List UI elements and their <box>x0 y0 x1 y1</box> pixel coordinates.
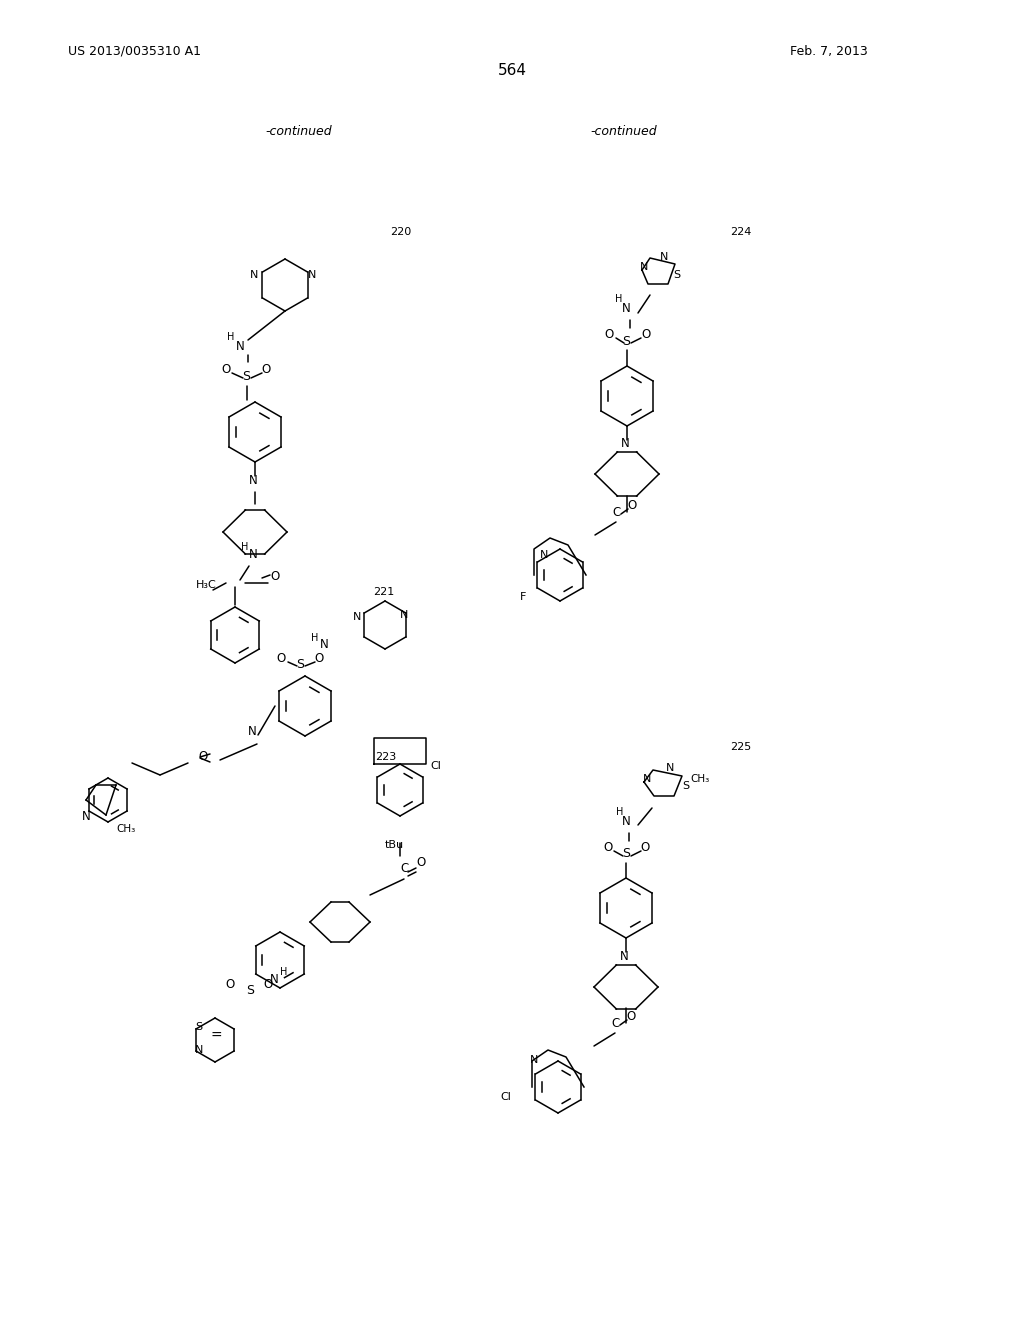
Text: O: O <box>270 570 280 583</box>
Text: O: O <box>261 363 270 376</box>
Text: O: O <box>263 978 272 991</box>
Text: O: O <box>627 499 636 512</box>
Text: N: N <box>82 810 91 822</box>
Text: H: H <box>227 333 234 342</box>
Text: S: S <box>242 370 250 383</box>
Text: N: N <box>622 302 631 315</box>
Text: N: N <box>195 1045 204 1055</box>
Text: 564: 564 <box>498 63 526 78</box>
Text: O: O <box>314 652 324 665</box>
Text: N: N <box>640 261 648 272</box>
Text: N: N <box>250 271 258 280</box>
Text: N: N <box>249 548 258 561</box>
Text: N: N <box>308 271 316 280</box>
Text: -continued: -continued <box>265 125 332 139</box>
Text: S: S <box>195 1022 202 1032</box>
Text: S: S <box>622 847 630 861</box>
Text: N: N <box>353 612 361 622</box>
Text: H: H <box>615 294 623 304</box>
Text: N: N <box>319 638 329 651</box>
Text: N: N <box>270 973 279 986</box>
Text: N: N <box>666 763 675 774</box>
Text: N: N <box>400 610 409 620</box>
Text: N: N <box>248 725 257 738</box>
Text: O: O <box>416 855 425 869</box>
Text: tBu: tBu <box>385 840 404 850</box>
Text: CH₃: CH₃ <box>116 824 135 834</box>
Text: =: = <box>210 1030 221 1043</box>
Text: N: N <box>530 1055 539 1065</box>
Text: O: O <box>626 1010 635 1023</box>
Text: Feb. 7, 2013: Feb. 7, 2013 <box>790 45 867 58</box>
Text: F: F <box>520 591 526 602</box>
Text: O: O <box>604 327 613 341</box>
Text: 220: 220 <box>390 227 412 238</box>
Text: N: N <box>249 474 258 487</box>
Text: O: O <box>603 841 612 854</box>
Text: N: N <box>621 437 630 450</box>
Text: S: S <box>673 271 680 280</box>
Text: H: H <box>311 634 318 643</box>
Text: N: N <box>622 814 631 828</box>
Text: 225: 225 <box>730 742 752 752</box>
Text: O: O <box>641 327 650 341</box>
Text: O: O <box>276 652 286 665</box>
Text: H: H <box>616 807 624 817</box>
Text: 224: 224 <box>730 227 752 238</box>
Text: Cl: Cl <box>430 762 441 771</box>
Text: Cl: Cl <box>500 1092 511 1102</box>
Text: S: S <box>246 983 254 997</box>
Text: N: N <box>620 950 629 964</box>
Text: O: O <box>225 978 234 991</box>
Text: -continued: -continued <box>590 125 656 139</box>
Text: H₃C: H₃C <box>196 579 217 590</box>
Text: S: S <box>296 657 304 671</box>
Text: 221: 221 <box>373 587 394 597</box>
Text: N: N <box>643 774 651 784</box>
Text: C: C <box>400 862 409 875</box>
Text: S: S <box>622 335 630 348</box>
Text: O: O <box>198 750 207 763</box>
Text: N: N <box>540 550 549 560</box>
Text: US 2013/0035310 A1: US 2013/0035310 A1 <box>68 45 201 58</box>
Text: O: O <box>640 841 649 854</box>
Text: N: N <box>236 341 245 352</box>
Text: CH₃: CH₃ <box>690 774 710 784</box>
Text: H: H <box>280 968 288 977</box>
Text: S: S <box>682 781 689 791</box>
Text: O: O <box>221 363 230 376</box>
Text: C: C <box>611 1016 620 1030</box>
Text: H: H <box>241 543 249 552</box>
Text: N: N <box>660 252 669 261</box>
Text: C: C <box>612 506 621 519</box>
Text: 223: 223 <box>375 752 396 762</box>
